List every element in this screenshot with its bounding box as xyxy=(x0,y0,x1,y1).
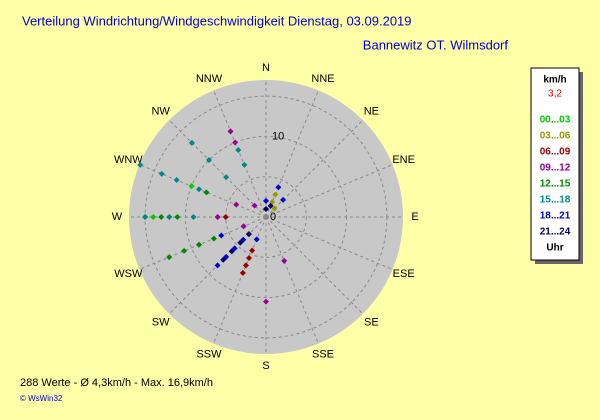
direction-label: WSW xyxy=(114,268,143,280)
data-point xyxy=(203,189,210,196)
data-point xyxy=(271,205,278,212)
direction-label: SSW xyxy=(196,349,222,361)
legend-entry: 00...03 xyxy=(540,115,571,126)
data-point xyxy=(251,202,258,209)
data-point xyxy=(222,214,229,220)
legend-entry: 09...12 xyxy=(540,163,571,174)
spoke xyxy=(265,216,319,344)
direction-label: S xyxy=(262,360,269,372)
data-point xyxy=(281,257,288,264)
data-point xyxy=(228,248,235,255)
data-point xyxy=(275,184,282,191)
data-point xyxy=(246,254,253,261)
chart-title: Verteilung Windrichtung/Windgeschwindigk… xyxy=(22,13,412,28)
spoke xyxy=(265,216,364,315)
legend-entry: 15...18 xyxy=(540,195,571,206)
spoke xyxy=(265,164,393,218)
direction-label: NNE xyxy=(311,73,334,85)
direction-label: E xyxy=(411,211,418,223)
legend-entry: 12...15 xyxy=(540,179,571,190)
current-speed: 3,2 xyxy=(548,89,562,100)
data-point xyxy=(166,254,173,261)
data-point xyxy=(195,186,202,193)
data-point xyxy=(218,232,225,239)
r-tick-label: 10 xyxy=(272,130,284,142)
direction-label: SE xyxy=(364,316,379,328)
data-point xyxy=(240,223,247,230)
data-point xyxy=(263,205,269,212)
data-point xyxy=(237,239,244,246)
direction-label: NE xyxy=(364,106,379,118)
data-point xyxy=(173,176,180,183)
data-point xyxy=(195,241,202,248)
data-point xyxy=(210,235,217,242)
data-point xyxy=(227,128,234,135)
spoke xyxy=(265,216,393,270)
legend-entry: 06...09 xyxy=(540,147,571,158)
legend-title: km/h xyxy=(543,75,566,86)
chart-subtitle: Bannewitz OT. Wilmsdorf xyxy=(363,37,509,52)
spoke xyxy=(213,90,267,218)
data-point xyxy=(239,269,246,276)
data-point xyxy=(190,214,197,220)
legend-entry: 21...24 xyxy=(540,227,571,238)
data-point xyxy=(267,202,274,209)
data-point xyxy=(263,298,269,305)
data-point xyxy=(263,197,269,204)
data-point xyxy=(214,262,221,269)
spoke xyxy=(139,216,267,270)
data-point xyxy=(137,161,144,168)
data-point xyxy=(223,174,230,181)
spoke xyxy=(168,119,267,218)
data-point xyxy=(241,161,248,168)
data-point xyxy=(158,170,165,177)
data-point xyxy=(188,139,195,146)
credit: © WsWin32 xyxy=(20,394,63,403)
data-point xyxy=(253,236,260,243)
spoke xyxy=(265,90,319,218)
data-point xyxy=(242,262,249,269)
data-point xyxy=(245,231,252,238)
footer: 288 Werte - Ø 4,3km/h - Max. 16,9km/h xyxy=(20,377,213,389)
data-point xyxy=(233,201,240,208)
data-point xyxy=(150,214,157,220)
data-point xyxy=(158,214,165,220)
data-point xyxy=(142,214,149,220)
data-point xyxy=(188,183,195,190)
data-point xyxy=(214,214,221,220)
data-point xyxy=(232,139,239,146)
direction-label: SSE xyxy=(312,349,334,361)
legend-entry: 18...21 xyxy=(540,211,571,222)
grid-ring xyxy=(184,135,348,299)
direction-label: ESE xyxy=(393,268,415,280)
legend-entry: 03...06 xyxy=(540,131,571,142)
direction-label: NNW xyxy=(196,73,223,85)
legend-footer: Uhr xyxy=(546,243,563,254)
legend-box xyxy=(530,67,580,261)
direction-label: WNW xyxy=(114,154,143,166)
data-point xyxy=(166,214,173,220)
data-point xyxy=(181,247,188,254)
direction-label: N xyxy=(262,62,270,74)
data-point xyxy=(174,214,181,220)
data-point xyxy=(280,196,287,203)
data-point xyxy=(249,247,256,254)
data-point xyxy=(220,256,227,263)
spoke xyxy=(213,216,267,344)
direction-label: NW xyxy=(151,106,170,118)
data-point xyxy=(272,191,279,198)
direction-label: ENE xyxy=(392,154,415,166)
spoke xyxy=(265,119,364,218)
direction-label: SW xyxy=(152,316,170,328)
data-point xyxy=(235,146,242,153)
r-tick-label: 0 xyxy=(270,211,276,223)
direction-label: W xyxy=(112,211,123,223)
data-point xyxy=(206,157,213,164)
